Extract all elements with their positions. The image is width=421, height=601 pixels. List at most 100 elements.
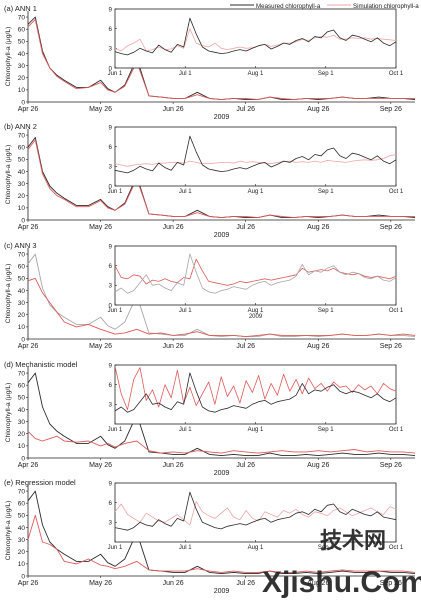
y-tick-label: 20 — [18, 193, 26, 200]
y-tick-label: 50 — [18, 157, 26, 164]
panel-4: (d) Mechanistic model 0 10 20 30 40 50 60 70 Apr … — [4, 360, 416, 477]
inset-x-tick-label: Oct 1 — [389, 545, 404, 551]
y-tick-label: 40 — [18, 288, 26, 295]
y-tick-label: 30 — [18, 300, 26, 307]
inset-frame — [114, 126, 397, 187]
inset-y-tick-label: 3 — [109, 46, 113, 53]
inset-y-tick-label: 6 — [109, 382, 113, 389]
y-axis-label: Chlorophyll-a (μg/L) — [5, 501, 12, 561]
x-tick-label: Aug 26 — [307, 106, 329, 113]
inset-series-measured — [114, 491, 397, 531]
series-simulation — [27, 514, 416, 573]
x-tick-label: Apr 26 — [18, 462, 39, 469]
inset-x-tick-label: Jun 1 — [108, 427, 123, 433]
inset-x-tick-label: Aug 1 — [248, 189, 264, 195]
y-tick-label: 70 — [18, 132, 26, 139]
inset-x-axis-label: 2009 — [249, 314, 263, 320]
inset-x-tick-label: Sep 1 — [318, 427, 334, 433]
inset-frame — [114, 364, 397, 425]
watermark-chinese: 技术网 — [320, 528, 386, 553]
inset-x-tick-label: Jun 1 — [108, 189, 123, 195]
y-tick-label: 60 — [18, 27, 26, 34]
inset-x-tick-label: Jul 1 — [179, 71, 192, 77]
inset-y-tick-label: 3 — [109, 283, 113, 290]
y-tick-label: 70 — [18, 370, 26, 377]
inset-series-simulation — [114, 154, 397, 167]
y-tick-label: 0 — [21, 455, 25, 462]
y-tick-label: 60 — [18, 501, 26, 508]
y-axis-label: Chlorophyll-a (μg/L) — [5, 27, 12, 87]
x-tick-label: May 26 — [89, 343, 112, 350]
x-tick-label: Jul 26 — [236, 224, 255, 231]
x-tick-label: Jun 26 — [163, 224, 184, 231]
inset-x-tick-label: Jul 1 — [179, 189, 192, 195]
x-tick-label: Jul 26 — [236, 580, 255, 587]
inset-x-tick-label: Jul 1 — [179, 308, 192, 314]
y-tick-label: 60 — [18, 145, 26, 152]
legend-simulation-label: Simulation chlorophyll-a — [353, 3, 419, 10]
inset-x-tick-label: Jun 1 — [108, 308, 123, 314]
inset-frame — [114, 482, 397, 543]
y-tick-label: 0 — [21, 217, 25, 224]
inset-x-tick-label: Sep 1 — [318, 71, 334, 77]
y-tick-label: 0 — [21, 336, 25, 343]
inset-y-tick-label: 6 — [109, 144, 113, 151]
inset-y-tick-label: 0 — [109, 65, 113, 72]
x-tick-label: Sep 26 — [380, 106, 402, 113]
y-tick-label: 30 — [18, 63, 26, 70]
x-axis-label: 2009 — [214, 114, 230, 121]
inset-x-tick-label: Jun 1 — [108, 71, 123, 77]
y-tick-label: 20 — [18, 312, 26, 319]
inset-y-tick-label: 9 — [109, 243, 113, 250]
inset: 3 6 9 Jun 1 Jul 1 Aug 1 Sep 1 Oct 1 — [108, 480, 404, 551]
y-tick-label: 20 — [18, 75, 26, 82]
y-tick-label: 40 — [18, 407, 26, 414]
inset-x-tick-label: Oct 1 — [389, 189, 404, 195]
x-tick-label: Jun 26 — [163, 106, 184, 113]
y-tick-label: 30 — [18, 537, 26, 544]
inset-x-tick-label: Aug 1 — [248, 545, 264, 551]
inset-series-simulation — [114, 366, 397, 411]
y-axis-label: Chlorophyll-a (μg/L) — [5, 264, 12, 324]
inset-series-simulation — [114, 258, 397, 286]
x-tick-label: Apr 26 — [18, 224, 39, 231]
x-tick-label: Aug 26 — [307, 580, 329, 587]
x-tick-label: Sep 26 — [380, 462, 402, 469]
inset-y-tick-label: 3 — [109, 164, 113, 171]
x-tick-label: Sep 26 — [380, 343, 402, 350]
y-tick-label: 50 — [18, 276, 26, 283]
inset-x-tick-label: Oct 1 — [389, 71, 404, 77]
x-tick-label: Aug 26 — [307, 224, 329, 231]
inset-frame — [114, 8, 397, 69]
y-tick-label: 0 — [21, 573, 25, 580]
inset-y-tick-label: 0 — [109, 302, 113, 309]
inset-x-tick-label: Aug 1 — [248, 427, 264, 433]
panel-label: (a) ANN 1 — [4, 4, 37, 13]
y-tick-label: 70 — [18, 251, 26, 258]
inset: 0 3 6 9 Jun 1 Jul 1 Aug 1 Sep 1 Oct 1 2009 — [108, 243, 404, 320]
x-tick-label: Jun 26 — [163, 343, 184, 350]
y-tick-label: 10 — [18, 443, 26, 450]
inset-x-tick-label: Aug 1 — [248, 71, 264, 77]
x-tick-label: Jun 26 — [163, 462, 184, 469]
inset-x-tick-label: Oct 1 — [389, 308, 404, 314]
x-axis-label: 2009 — [214, 470, 230, 477]
panel-5: (e) Regression model 0 10 20 30 40 50 60 70 Apr 2… — [4, 478, 416, 595]
inset-series-measured — [114, 253, 397, 294]
y-tick-label: 70 — [18, 14, 26, 21]
x-tick-label: Jun 26 — [163, 580, 184, 587]
x-tick-label: Jul 26 — [236, 106, 255, 113]
x-tick-label: May 26 — [89, 462, 112, 469]
series-simulation — [27, 139, 415, 219]
legend: Measured chlorophyll-a Simulation chloro… — [230, 3, 419, 10]
y-tick-label: 20 — [18, 549, 26, 556]
inset-series-measured — [114, 17, 397, 56]
inset-y-tick-label: 6 — [109, 26, 113, 33]
inset-y-tick-label: 0 — [109, 183, 113, 190]
inset-x-tick-label: Sep 1 — [318, 308, 334, 314]
panel-label: (c) ANN 3 — [4, 241, 37, 250]
y-tick-label: 10 — [18, 205, 26, 212]
inset-y-tick-label: 9 — [109, 6, 113, 13]
